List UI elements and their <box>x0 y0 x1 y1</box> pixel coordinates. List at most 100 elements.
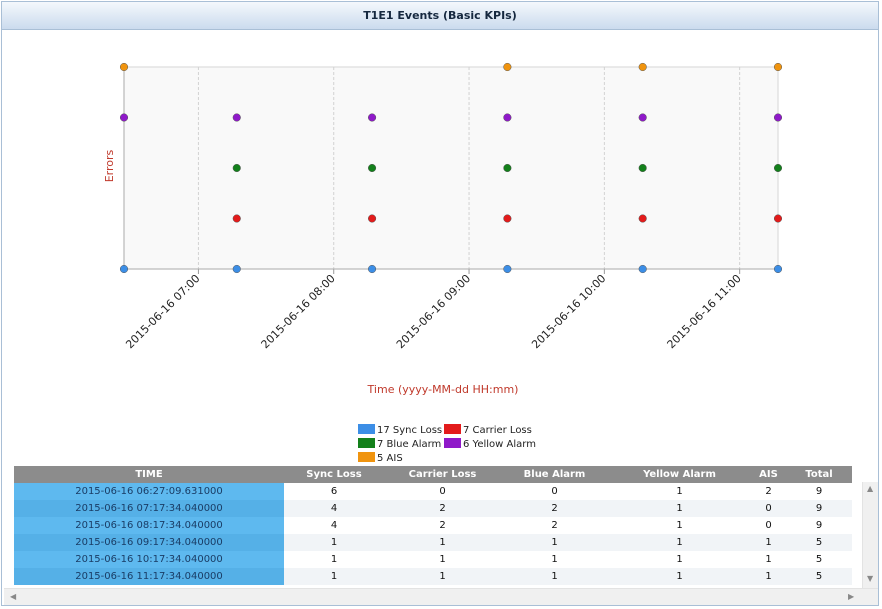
table-cell: 2 <box>551 520 558 531</box>
data-point <box>503 163 512 173</box>
data-point <box>119 264 129 274</box>
table-cell: 9 <box>786 500 852 517</box>
column-header[interactable]: TIME <box>14 466 284 483</box>
data-point <box>503 214 512 223</box>
scatter-chart: 2015-06-16 07:00 2015-06-16 08:00 2015-06-… <box>103 62 783 464</box>
table-cell: 1 <box>551 554 558 565</box>
table-cell: 1 <box>751 568 786 585</box>
x-axis-label: Time (yyyy-MM-dd HH:mm) <box>367 383 519 396</box>
table-cell: 1 <box>676 554 683 565</box>
data-point <box>232 163 241 173</box>
panel-title: T1E1 Events (Basic KPIs) <box>2 2 878 30</box>
data-point <box>368 113 377 122</box>
data-point <box>638 214 647 223</box>
legend-label: 17 Sync Loss <box>377 425 442 436</box>
table-cell: 4 <box>284 500 384 517</box>
table-row[interactable]: 2015-06-16 10:17:34.040000 1 1 1 1 1 5 <box>14 551 852 568</box>
x-tick-label: 2015-06-16 09:00 <box>394 272 473 351</box>
horizontal-scrollbar[interactable]: ◀ ▶ <box>4 588 878 605</box>
table-cell: 2 <box>501 500 608 517</box>
table-cell: 0 <box>439 486 446 497</box>
legend-swatch <box>358 438 375 448</box>
data-point <box>119 62 129 72</box>
table-cell: 1 <box>501 534 608 551</box>
legend-swatch <box>444 424 461 434</box>
data-point <box>232 264 241 274</box>
data-point <box>773 163 783 173</box>
events-table: TIME Sync Loss Carrier Loss Blue Alarm Yello… <box>14 466 852 585</box>
table-cell: 9 <box>815 486 823 497</box>
legend-swatch <box>444 438 461 448</box>
data-point <box>638 163 647 173</box>
x-tick-label: 2015-06-16 08:00 <box>259 272 338 351</box>
table-row[interactable]: 2015-06-16 08:17:34.040000 4 2 2 1 0 9 <box>14 517 852 534</box>
data-point <box>232 113 241 122</box>
legend-label: 5 AIS <box>377 453 403 464</box>
table-cell: 1 <box>284 534 384 551</box>
data-point <box>119 113 129 122</box>
table-cell: 5 <box>815 554 823 565</box>
column-header[interactable]: AIS <box>751 466 786 483</box>
data-point <box>232 214 241 223</box>
legend-label: 7 Blue Alarm <box>377 439 441 450</box>
data-point <box>638 264 647 274</box>
column-header[interactable]: Sync Loss <box>284 466 384 483</box>
table-cell: 1 <box>676 486 683 497</box>
table-cell: 1 <box>608 534 751 551</box>
data-point <box>638 113 647 122</box>
scroll-down-icon[interactable]: ▼ <box>867 574 874 583</box>
table-row[interactable]: 2015-06-16 11:17:34.040000 1 1 1 1 1 5 <box>14 568 852 585</box>
time-cell: 2015-06-16 08:17:34.040000 <box>14 517 284 534</box>
table-cell: 5 <box>786 534 852 551</box>
data-point <box>503 264 512 274</box>
time-cell: 2015-06-16 10:17:34.040000 <box>14 551 284 568</box>
table-cell: 1 <box>608 500 751 517</box>
table-cell: 5 <box>786 568 852 585</box>
plot-area <box>123 66 779 270</box>
scroll-up-icon[interactable]: ▲ <box>867 484 874 493</box>
legend-swatch <box>358 452 375 462</box>
data-point <box>773 214 783 223</box>
table-cell: 1 <box>330 554 338 565</box>
data-point <box>638 62 647 72</box>
scroll-left-icon[interactable]: ◀ <box>10 592 17 601</box>
table-cell: 1 <box>384 534 501 551</box>
data-point <box>368 264 377 274</box>
legend-swatch <box>358 424 375 434</box>
legend-label: 6 Yellow Alarm <box>463 439 536 450</box>
x-tick-label: 2015-06-16 11:00 <box>664 272 743 351</box>
table-cell: 1 <box>439 554 446 565</box>
time-cell: 2015-06-16 06:27:09.631000 <box>14 483 284 500</box>
table-row[interactable]: 2015-06-16 09:17:34.040000 1 1 1 1 1 5 <box>14 534 852 551</box>
table-body: 2015-06-16 06:27:09.631000 6 0 0 1 2 9 2015-06-… <box>14 483 852 585</box>
table-cell: 1 <box>501 568 608 585</box>
y-axis-label: Errors <box>103 149 116 182</box>
table-cell: 9 <box>815 520 823 531</box>
column-header[interactable]: Total <box>786 466 852 483</box>
data-point <box>773 113 783 122</box>
table-cell: 1 <box>676 520 683 531</box>
data-point <box>773 62 783 72</box>
table-cell: 6 <box>330 486 338 497</box>
table-cell: 2 <box>439 520 446 531</box>
column-header[interactable]: Carrier Loss <box>384 466 501 483</box>
data-point <box>503 113 512 122</box>
data-point <box>368 214 377 223</box>
x-tick-label: 2015-06-16 07:00 <box>123 272 202 351</box>
table-cell: 1 <box>608 568 751 585</box>
table-cell: 2 <box>384 500 501 517</box>
table-cell: 1 <box>765 554 772 565</box>
time-cell: 2015-06-16 09:17:34.040000 <box>14 534 284 551</box>
column-header[interactable]: Blue Alarm <box>501 466 608 483</box>
vertical-scrollbar[interactable]: ▲ ▼ <box>862 482 878 588</box>
table-row[interactable]: 2015-06-16 07:17:34.040000 4 2 2 1 0 9 <box>14 500 852 517</box>
time-cell: 2015-06-16 07:17:34.040000 <box>14 500 284 517</box>
table-cell: 0 <box>551 486 558 497</box>
table-row[interactable]: 2015-06-16 06:27:09.631000 6 0 0 1 2 9 <box>14 483 852 500</box>
scroll-right-icon[interactable]: ▶ <box>848 592 855 601</box>
table-cell: 1 <box>284 568 384 585</box>
column-header[interactable]: Yellow Alarm <box>608 466 751 483</box>
table-header-row: TIME Sync Loss Carrier Loss Blue Alarm Yello… <box>14 466 852 483</box>
table-cell: 1 <box>751 534 786 551</box>
